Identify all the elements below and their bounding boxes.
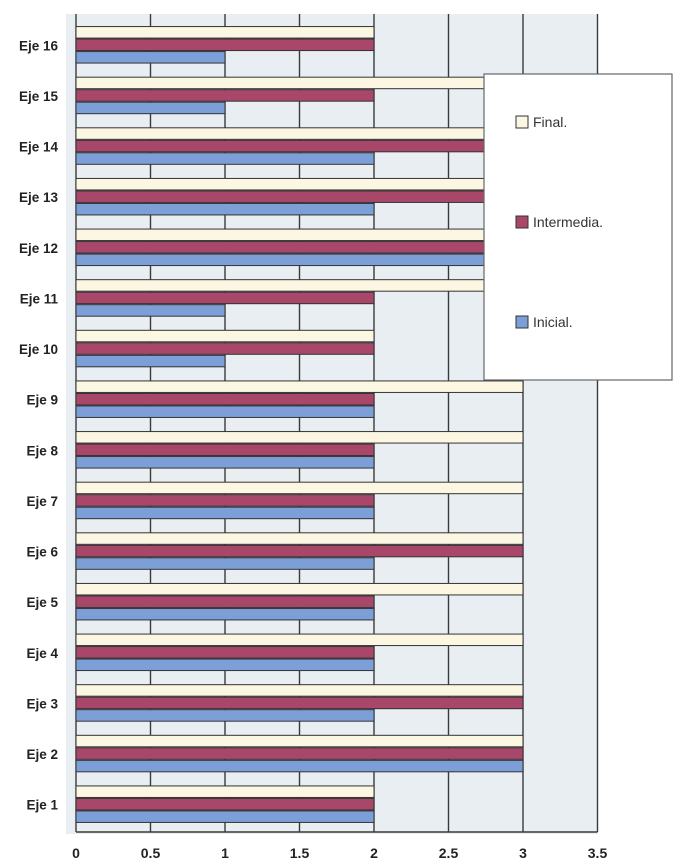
bar-inicial [75,506,375,520]
bar-intermedia [75,38,375,52]
bar-final [75,431,524,444]
bar-inicial [75,253,524,267]
bar-final [75,177,524,191]
category-label: Eje 15 [19,89,59,104]
bar-final [75,582,524,596]
bars [75,26,524,823]
bar-intermedia [75,494,375,507]
bar-final [75,785,375,798]
bar-inicial [75,810,375,823]
bar-final [75,26,375,39]
legend-box [483,73,673,381]
category-label: Eje 16 [19,38,59,53]
category-label: Eje 14 [19,140,59,155]
bar-final [75,127,524,140]
legend-label: Inicial. [533,314,573,330]
bar-inicial [75,152,375,165]
bar-intermedia [75,443,375,457]
legend-swatch [515,315,529,329]
bar-intermedia [75,747,524,760]
category-label: Eje 11 [20,291,59,306]
bar-inicial [75,202,375,216]
x-tick-label: 2.5 [439,845,459,861]
bar-inicial [75,607,375,621]
category-label: Eje 5 [26,595,58,610]
bar-final [75,228,524,242]
category-label: Eje 13 [19,190,59,205]
x-tick-label: 3 [519,845,527,861]
bar-final [75,380,524,393]
bar-intermedia [75,241,524,254]
category-label: Eje 9 [26,393,58,408]
x-tick-label: 0.5 [141,845,161,861]
category-label: Eje 7 [26,494,58,509]
bar-final [75,481,524,495]
bar-intermedia [75,544,524,558]
legend-swatch [515,215,529,229]
x-tick-label: 0 [72,845,80,861]
category-labels: Eje 1 Eje 2 Eje 3 Eje 4 Eje 5 Eje 6 Eje 7 Eje 8… [19,38,59,812]
category-label: Eje 12 [19,241,58,256]
bar-final [75,329,375,343]
bar-inicial [75,405,375,418]
category-label: Eje 6 [26,545,58,560]
bar-inicial [75,557,375,570]
bar-inicial [75,304,226,317]
bar-final [75,684,524,697]
x-tick-label: 2 [370,845,378,861]
bar-inicial [75,456,375,469]
bar-intermedia [75,646,375,659]
bar-intermedia [75,89,375,102]
category-label: Eje 2 [26,747,58,762]
legend-swatch [515,115,529,129]
x-tick-label: 3.5 [588,845,608,861]
bar-final [75,532,524,545]
bar-inicial [75,709,375,722]
category-label: Eje 8 [26,443,58,458]
bar-intermedia [75,139,524,153]
category-label: Eje 3 [26,696,58,711]
bar-final [75,633,524,647]
bar-intermedia [75,392,375,406]
bar-final [75,76,524,90]
bar-intermedia [75,797,375,811]
bar-intermedia [75,595,375,608]
bar-inicial [75,354,226,368]
x-tick-label: 1 [221,845,229,861]
x-tick-labels: 0 0.5 1 1.5 2 2.5 3 3.5 [72,845,607,861]
bar-intermedia [75,190,524,203]
bar-inicial [75,101,226,115]
bar-inicial [75,51,226,64]
bar-intermedia [75,696,524,710]
bar-intermedia [75,342,375,355]
bar-final [75,734,524,748]
bar-intermedia [75,291,375,305]
x-tick-label: 1.5 [290,845,310,861]
category-label: Eje 1 [26,798,58,813]
bar-inicial [75,759,524,773]
legend-label: Final. [533,114,567,130]
category-label: Eje 4 [26,646,58,661]
bar-inicial [75,658,375,672]
category-label: Eje 10 [19,342,58,357]
legend: Final. Intermedia. Inicial. [483,73,673,381]
bar-final [75,279,524,292]
legend-label: Intermedia. [533,214,603,230]
